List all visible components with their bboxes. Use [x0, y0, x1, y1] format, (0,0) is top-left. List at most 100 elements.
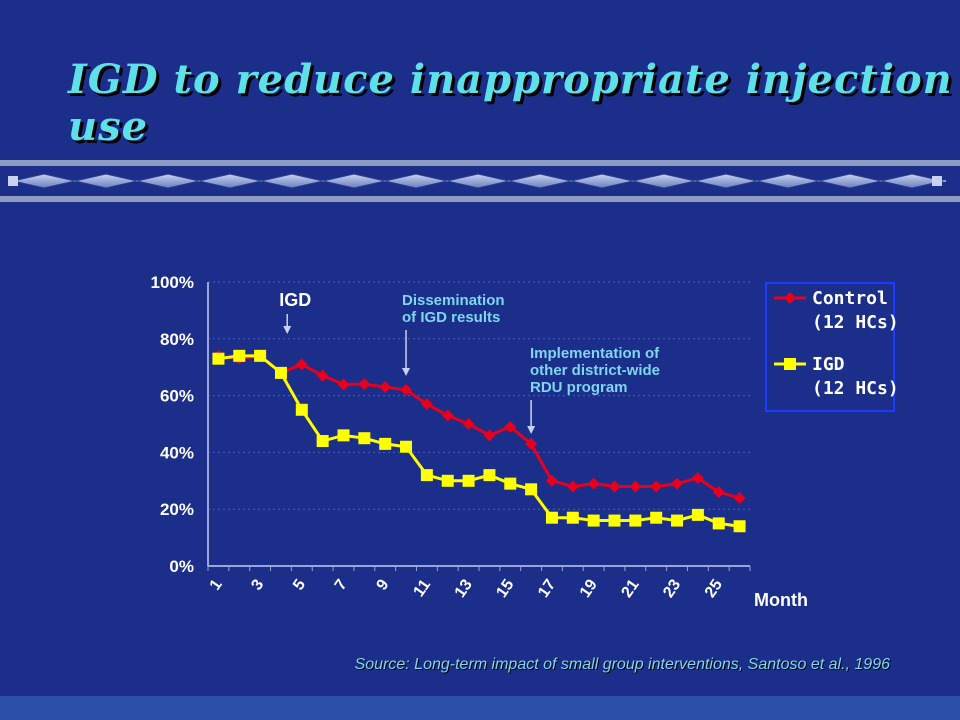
annotation-text: RDU program	[530, 379, 628, 396]
chain-diamond	[880, 173, 944, 189]
annotation-arrowhead	[527, 426, 536, 434]
annotation-text: other district-wide	[530, 362, 660, 379]
data-point	[545, 511, 558, 524]
diamond-chain-decoration	[8, 173, 946, 189]
x-tick-label: 1	[207, 576, 226, 593]
data-point	[462, 418, 475, 430]
chart-series	[212, 349, 746, 533]
x-tick-label: 23	[660, 576, 684, 600]
chain-diamond	[322, 173, 386, 189]
y-tick-label: 60%	[160, 387, 194, 406]
x-tick-label: 25	[702, 576, 726, 600]
data-point	[525, 483, 538, 496]
data-point	[212, 352, 225, 365]
chain-diamond	[384, 173, 448, 189]
chain-diamond	[632, 173, 696, 189]
data-point	[420, 469, 433, 482]
data-point	[566, 480, 579, 493]
chain-end-left	[8, 176, 18, 186]
data-point	[629, 480, 642, 493]
legend-sublabel: (12 HCs)	[812, 312, 899, 333]
chain-diamond	[508, 173, 572, 189]
data-point	[608, 514, 621, 527]
x-axis-title: Month	[754, 590, 808, 610]
annotation-arrowhead	[283, 326, 292, 334]
data-point	[316, 369, 329, 382]
data-point	[254, 349, 267, 362]
x-tick-label: 15	[493, 576, 517, 600]
data-point	[316, 435, 329, 448]
annotation-text: of IGD results	[402, 309, 500, 326]
annotation-text: Implementation of	[530, 345, 660, 362]
data-point	[379, 437, 392, 450]
data-point	[650, 511, 663, 524]
data-point	[566, 511, 579, 524]
data-point	[441, 474, 454, 487]
data-point	[691, 508, 704, 521]
chain-diamond	[570, 173, 634, 189]
x-axis-tick-labels: 1 3 5 7 9 11 13 15 17 19 21 23 25	[207, 576, 726, 600]
series-line	[218, 354, 740, 528]
chain-diamond	[198, 173, 262, 189]
data-point	[587, 514, 600, 527]
annotation-text: IGD	[279, 290, 311, 310]
data-point	[629, 514, 642, 527]
chain-diamond	[74, 173, 138, 189]
y-tick-label: 40%	[160, 443, 194, 462]
data-point	[358, 378, 371, 391]
legend-sublabel: (12 HCs)	[812, 378, 899, 399]
legend-label: IGD	[812, 354, 845, 375]
data-point	[712, 486, 725, 499]
chain-diamond	[694, 173, 758, 189]
data-point	[274, 366, 287, 379]
x-tick-label: 21	[618, 576, 642, 600]
annotation-text: Dissemination	[402, 292, 505, 309]
data-point	[545, 474, 558, 487]
chart-axes	[207, 282, 751, 571]
data-point	[337, 429, 350, 442]
x-tick-label: 9	[373, 576, 392, 593]
data-point	[400, 440, 413, 453]
data-point	[295, 403, 308, 416]
data-point	[504, 477, 517, 490]
data-point	[337, 378, 350, 391]
data-point	[691, 471, 704, 484]
footer-band	[0, 696, 960, 720]
x-tick-label: 19	[577, 576, 601, 600]
x-tick-label: 7	[332, 576, 351, 593]
data-point	[483, 469, 496, 482]
data-point	[420, 398, 433, 411]
chain-diamond	[818, 173, 882, 189]
x-tick-label: 13	[452, 576, 476, 600]
annotation: IGD	[279, 290, 311, 334]
data-point	[733, 520, 746, 533]
x-tick-label: 17	[535, 576, 559, 600]
data-point	[671, 477, 684, 490]
y-tick-label: 0%	[169, 557, 194, 576]
data-point	[504, 420, 517, 433]
y-axis-tick-labels: 0% 20% 40% 60% 80% 100%	[151, 273, 194, 576]
data-point	[483, 429, 496, 442]
data-point	[379, 381, 392, 394]
data-point	[233, 349, 246, 362]
chain-diamond	[12, 173, 76, 189]
legend-item-control: Control (12 HCs)	[774, 288, 899, 333]
y-tick-label: 80%	[160, 330, 194, 349]
slide-title: IGD to reduce inappropriate injection us…	[68, 56, 953, 150]
source-citation: Source: Long-term impact of small group …	[354, 656, 890, 673]
data-point	[733, 491, 746, 504]
series-control	[212, 349, 746, 504]
chart-gridlines	[208, 281, 750, 510]
data-point	[608, 480, 621, 493]
divider-bottom	[0, 196, 960, 202]
chain-end-right	[932, 176, 942, 186]
data-point	[358, 432, 371, 445]
legend-swatch-marker	[784, 292, 796, 304]
data-point	[650, 480, 663, 493]
data-point	[671, 514, 684, 527]
annotation-arrowhead	[402, 368, 411, 376]
